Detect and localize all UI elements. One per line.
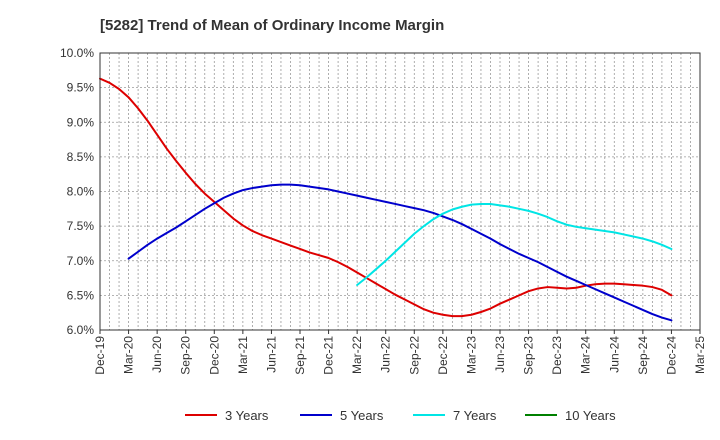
y-tick-label: 10.0% [60, 46, 94, 60]
chart-title: [5282] Trend of Mean of Ordinary Income … [100, 17, 444, 34]
grid [100, 53, 700, 330]
series-line-7-years [356, 202, 673, 286]
legend: 3 Years 5 Years 7 Years 10 Years [185, 408, 616, 423]
x-tick-label: Jun-24 [607, 336, 621, 373]
x-tick-label: Mar-22 [350, 336, 364, 374]
x-axis: Dec-19 Mar-20 Jun-20 Sep-20 Dec-20 Mar-21 Jun-… [93, 330, 707, 375]
x-tick-label: Jun-20 [150, 336, 164, 373]
series-line-3-years [99, 77, 673, 318]
x-tick-label: Mar-20 [122, 336, 136, 374]
x-tick-label: Mar-21 [236, 336, 250, 374]
x-tick-label: Sep-20 [179, 336, 193, 375]
x-tick-label: Dec-21 [322, 336, 336, 375]
x-tick-label: Sep-21 [293, 336, 307, 375]
x-tick-label: Dec-19 [93, 336, 107, 375]
x-tick-label: Jun-23 [493, 336, 507, 373]
x-tick-label: Jun-21 [264, 336, 278, 373]
x-tick-label: Sep-24 [636, 336, 650, 375]
legend-label-5-years: 5 Years [340, 408, 384, 423]
y-tick-label: 8.0% [67, 185, 95, 199]
x-tick-label: Mar-24 [579, 336, 593, 374]
y-tick-label: 7.5% [67, 219, 95, 233]
y-tick-label: 7.0% [67, 254, 95, 268]
y-tick-label: 9.5% [67, 81, 95, 95]
y-tick-label: 6.0% [67, 323, 95, 337]
series-line-5-years [127, 183, 673, 322]
y-tick-label: 6.5% [67, 288, 95, 302]
legend-label-3-years: 3 Years [225, 408, 269, 423]
x-tick-label: Sep-22 [407, 336, 421, 375]
x-tick-label: Sep-23 [522, 336, 536, 375]
x-tick-label: Mar-23 [464, 336, 478, 374]
y-tick-label: 8.5% [67, 150, 95, 164]
legend-label-7-years: 7 Years [453, 408, 497, 423]
x-tick-label: Jun-22 [379, 336, 393, 373]
x-tick-label: Mar-25 [693, 336, 707, 374]
x-tick-label: Dec-22 [436, 336, 450, 375]
y-axis: 6.0% 6.5% 7.0% 7.5% 8.0% 8.5% 9.0% 9.5% 10.0% [60, 46, 94, 337]
series-layer [99, 77, 673, 322]
plot-frame [99, 52, 701, 331]
x-tick-label: Dec-23 [550, 336, 564, 375]
y-tick-label: 9.0% [67, 115, 95, 129]
legend-label-10-years: 10 Years [565, 408, 616, 423]
x-tick-label: Dec-24 [664, 336, 678, 375]
x-tick-label: Dec-20 [207, 336, 221, 375]
